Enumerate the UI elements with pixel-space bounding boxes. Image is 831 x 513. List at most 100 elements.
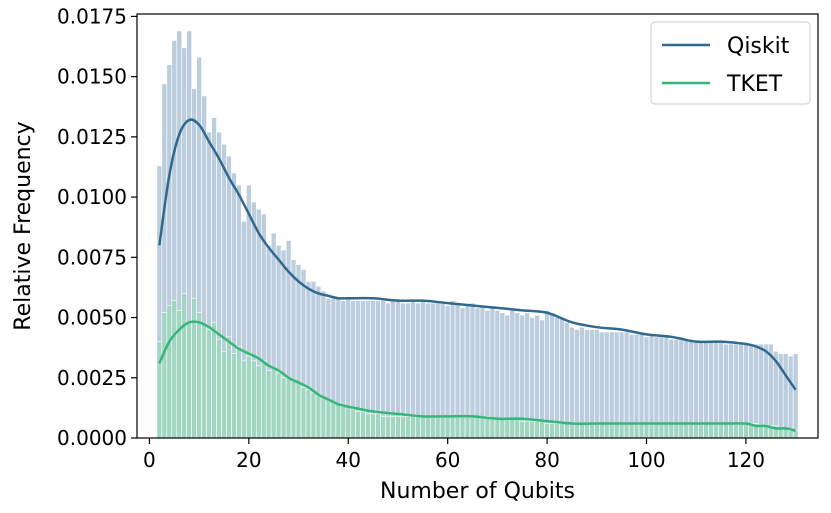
tket-hist-bar <box>216 338 222 439</box>
tket-hist-bar <box>390 416 396 439</box>
tket-hist-bar <box>653 423 660 439</box>
tket-hist-bar <box>290 379 297 439</box>
tket-hist-bar <box>375 413 381 439</box>
tket-hist-bar <box>703 423 709 439</box>
y-tick-label: 0.0150 <box>57 65 127 89</box>
tket-hist-bar <box>554 423 560 439</box>
tket-hist-bar <box>519 420 526 439</box>
tket-hist-bar <box>693 423 699 439</box>
tket-hist-bar <box>598 423 605 439</box>
tket-hist-bar <box>260 360 267 439</box>
tket-hist-bar <box>474 416 481 439</box>
tket-hist-bar <box>449 416 456 439</box>
qiskit-hist-bar <box>787 355 794 439</box>
x-tick-label: 40 <box>336 448 361 472</box>
tket-hist-bar <box>270 367 277 439</box>
tket-hist-bar <box>499 418 506 439</box>
qiskit-hist-bar <box>564 322 570 439</box>
tket-hist-bar <box>429 416 436 439</box>
qiskit-hist-bar <box>782 353 789 439</box>
tket-hist-bar <box>420 416 426 439</box>
tket-hist-bar <box>539 420 545 439</box>
tket-hist-bar <box>792 430 799 439</box>
qiskit-hist-bar <box>574 329 580 439</box>
tket-hist-bar <box>310 391 317 439</box>
qiskit-kde-line <box>158 118 797 391</box>
tket-hist-bar <box>265 370 272 439</box>
tket-hist-bar <box>638 423 645 439</box>
tket-hist-bar <box>231 353 237 439</box>
tket-hist-bar <box>380 416 386 439</box>
tket-hist-bar <box>464 416 471 439</box>
tket-hist-bar <box>713 423 719 439</box>
tket-hist-bar <box>509 418 516 439</box>
tket-hist-bar <box>246 355 252 439</box>
tket-hist-bar <box>643 423 650 439</box>
tket-hist-bar <box>415 416 421 439</box>
tket-hist-bar <box>226 336 232 439</box>
qiskit-hist-bar <box>579 326 585 439</box>
tket-hist-bar <box>633 423 640 439</box>
qiskit-hist-bar <box>618 331 625 439</box>
tket-hist-bar <box>728 423 734 439</box>
tket-hist-bar <box>758 425 764 439</box>
tket-hist-bar <box>444 416 451 439</box>
tket-hist-bar <box>201 324 207 439</box>
tket-hist-bar <box>673 423 680 439</box>
qiskit-hist-bar <box>594 329 600 439</box>
tket-hist-bar <box>777 428 784 439</box>
qiskit-hist-bar <box>569 326 575 439</box>
tket-hist-bar <box>156 341 163 439</box>
tket-hist-bar <box>385 416 391 439</box>
tket-hist-bar <box>236 346 242 439</box>
y-axis-ticks: 0.0000 0.0025 0.0050 0.0075 0.0100 0.0125 0.01… <box>57 4 137 450</box>
tket-hist-bar <box>280 377 287 439</box>
qiskit-hist-bar <box>608 331 615 439</box>
x-tick-label: 100 <box>627 448 665 472</box>
tket-hist-bar <box>494 418 501 439</box>
qiskit-hist-bar <box>584 329 590 439</box>
tket-hist-bar <box>489 418 496 439</box>
tket-hist-bar <box>683 423 690 439</box>
tket-hist-bar <box>191 297 197 439</box>
y-axis-label: Relative Frequency <box>11 121 36 330</box>
x-tick-label: 0 <box>143 448 156 472</box>
qiskit-hist-bar <box>598 331 605 439</box>
tket-hist-bar <box>211 322 217 439</box>
tket-hist-bar <box>365 413 371 439</box>
tket-hist-bar <box>400 416 406 439</box>
y-tick-label: 0.0125 <box>57 125 127 149</box>
tket-hist-bar <box>613 423 620 439</box>
tket-hist-bar <box>708 423 714 439</box>
qiskit-hist-bar <box>792 353 799 439</box>
tket-hist-bar <box>733 423 739 439</box>
tket-hist-bar <box>206 329 212 439</box>
tket-hist-bar <box>221 350 227 439</box>
tket-hist-bar <box>564 423 570 439</box>
tket-hist-bar <box>439 416 446 439</box>
tket-hist-bar <box>181 293 188 439</box>
tket-hist-bar <box>370 413 376 439</box>
tket-hist-bar <box>395 416 401 439</box>
tket-hist-bar <box>484 416 491 439</box>
tket-hist-bar <box>594 423 600 439</box>
tket-hist-bar <box>648 423 655 439</box>
y-tick-label: 0.0025 <box>57 366 127 390</box>
qiskit-hist-bar <box>549 312 555 439</box>
tket-hist-bar <box>738 423 744 439</box>
tket-hist-bar <box>678 423 685 439</box>
tket-hist-bar <box>589 423 595 439</box>
tket-hist-bar <box>479 416 486 439</box>
qiskit-hist-bar <box>623 331 630 439</box>
tket-hist-bar <box>608 423 615 439</box>
x-axis-label: Number of Qubits <box>380 479 575 504</box>
tket-hist-bar <box>196 312 202 439</box>
tket-hist-bar <box>186 322 192 439</box>
tket-hist-bar <box>469 416 476 439</box>
tket-hist-bar <box>584 423 590 439</box>
tket-hist-bar <box>718 423 724 439</box>
tket-hist-bar <box>355 411 361 439</box>
tket-hist-bar <box>410 416 416 439</box>
tket-hist-bar <box>663 423 670 439</box>
